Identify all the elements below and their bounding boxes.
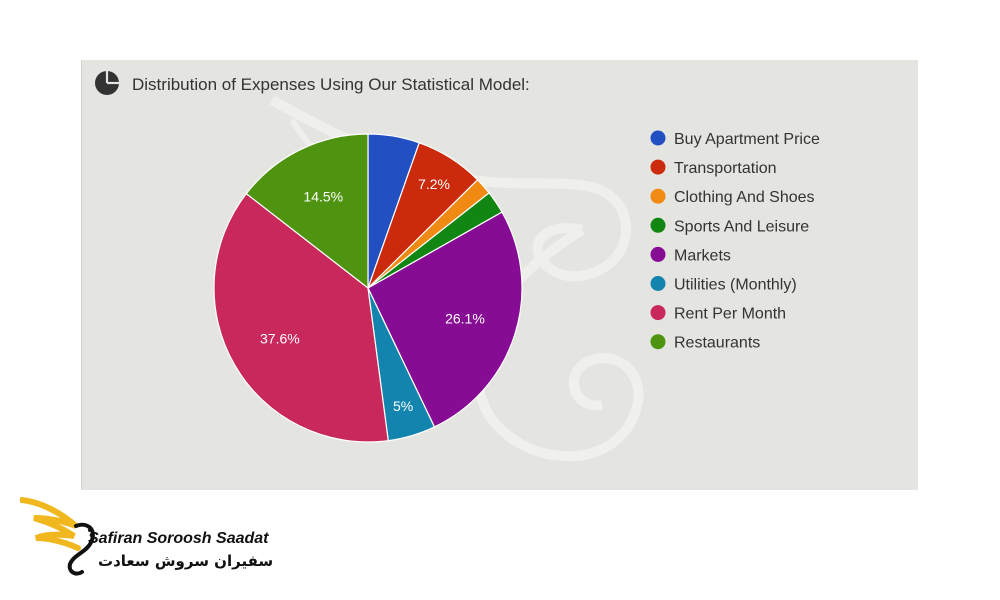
legend-swatch (650, 276, 666, 291)
slice-data-label: 14.5% (303, 189, 343, 205)
legend-label: Transportation (674, 160, 777, 177)
legend-item[interactable]: Utilities (Monthly) (650, 276, 797, 294)
legend-item[interactable]: Buy Apartment Price (650, 130, 820, 149)
chart-panel: 7.2% 26.1% 5% 37.6% 14.5% Buy Apartment Pric… (81, 60, 918, 490)
company-name-english: Safiran Soroosh Saadat (88, 530, 269, 547)
legend-label: Sports And Leisure (674, 218, 809, 235)
pie-chart: 7.2% 26.1% 5% 37.6% 14.5% Buy Apartment Pric… (213, 95, 820, 462)
pie-chart-icon (94, 70, 120, 101)
legend-swatch (650, 188, 666, 204)
chart-title-bar: Distribution of Expenses Using Our Stati… (94, 70, 530, 101)
slice-data-label: 7.2% (418, 176, 450, 192)
legend-swatch (650, 159, 666, 175)
legend-swatch (650, 334, 666, 350)
legend-item[interactable]: Transportation (650, 159, 777, 178)
legend-item[interactable]: Rent Per Month (650, 305, 787, 323)
legend-label: Utilities (Monthly) (674, 277, 797, 294)
slice-data-label: 5% (393, 398, 413, 414)
legend-swatch (650, 305, 666, 321)
company-name-persian: سفیران سروش سعادت (98, 552, 274, 570)
legend-swatch (650, 130, 666, 146)
pie-slice-rent-per-month[interactable] (213, 192, 389, 443)
legend-swatch (650, 217, 666, 233)
slice-data-label: 37.6% (260, 331, 300, 347)
legend-item[interactable]: Restaurants (650, 334, 761, 352)
pie-slice-restaurants[interactable] (245, 133, 369, 290)
phoenix-logo-icon (20, 497, 95, 576)
chart-title: Distribution of Expenses Using Our Stati… (132, 75, 530, 94)
legend-item[interactable]: Clothing And Shoes (650, 188, 815, 207)
company-logo: Safiran Soroosh Saadat سفیران سروش سعادت (20, 492, 300, 582)
slice-data-label: 26.1% (445, 310, 485, 326)
legend-label: Markets (674, 247, 731, 264)
legend: Buy Apartment Price Transportation Clothin… (650, 130, 820, 352)
legend-label: Restaurants (674, 335, 760, 352)
legend-swatch (650, 246, 666, 262)
legend-item[interactable]: Markets (650, 246, 731, 265)
legend-label: Clothing And Shoes (674, 189, 815, 206)
legend-label: Buy Apartment Price (674, 131, 820, 148)
pie-slice-markets[interactable] (367, 211, 523, 428)
legend-item[interactable]: Sports And Leisure (650, 217, 810, 236)
legend-label: Rent Per Month (674, 306, 786, 323)
